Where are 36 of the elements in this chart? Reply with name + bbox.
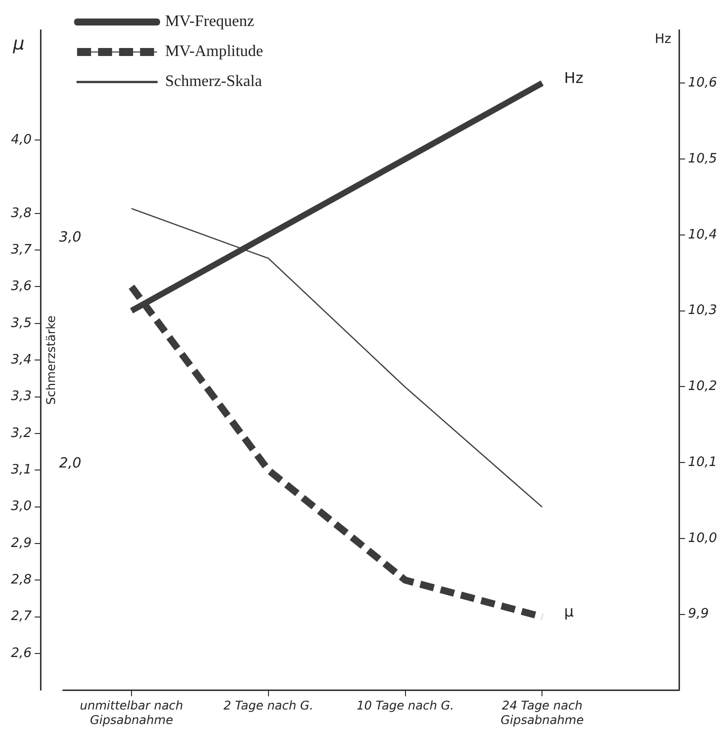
y-axis-title: μ bbox=[12, 34, 24, 55]
annotation: Hz bbox=[564, 69, 584, 88]
y-tick-label: 3,4 bbox=[10, 352, 32, 368]
y2-axis-title: Schmerzstärke bbox=[44, 315, 58, 405]
y3-tick-label: 10,2 bbox=[688, 379, 718, 394]
y2-tick-label: 3,0 bbox=[59, 230, 82, 246]
y-tick-label: 3,3 bbox=[10, 389, 32, 404]
y3-axis-title: Hz bbox=[654, 32, 672, 47]
x-tick-label: unmittelbar nach Gipsabnahme bbox=[80, 698, 184, 727]
legend-label: MV-Amplitude bbox=[165, 43, 264, 60]
y3-tick-label: 10,4 bbox=[688, 227, 718, 242]
y-tick-label: 3,1 bbox=[10, 462, 32, 478]
y-tick-label: 3,2 bbox=[10, 426, 32, 441]
x-tick-label: 24 Tage nach Gipsabnahme bbox=[500, 698, 584, 727]
annotation: μ bbox=[564, 602, 574, 621]
y3-tick-label: 9,9 bbox=[688, 606, 709, 622]
y3-tick-label: 10,0 bbox=[688, 530, 718, 546]
y-tick-label: 3,6 bbox=[10, 279, 32, 294]
y3-tick-label: 10,5 bbox=[688, 151, 718, 166]
legend-label: Schmerz-Skala bbox=[165, 73, 262, 90]
y2-tick-label: 2,0 bbox=[59, 456, 82, 472]
y3-tick-label: 10,6 bbox=[688, 75, 718, 90]
y-tick-label: 2,8 bbox=[10, 572, 32, 588]
y3-tick-label: 10,3 bbox=[688, 303, 718, 318]
x-tick-label: 2 Tage nach G. bbox=[224, 698, 314, 713]
y-tick-label: 3,8 bbox=[10, 206, 32, 221]
y-tick-label: 2,6 bbox=[10, 646, 32, 661]
legend-label: MV-Frequenz bbox=[165, 13, 254, 30]
y-tick-label: 3,5 bbox=[10, 316, 32, 331]
y-tick-label: 3,7 bbox=[10, 242, 32, 258]
x-tick-label: 10 Tage nach G. bbox=[356, 698, 454, 713]
y-tick-label: 4,0 bbox=[10, 132, 32, 148]
y-tick-label: 2,9 bbox=[10, 536, 32, 551]
y-tick-label: 2,7 bbox=[10, 609, 32, 624]
y-tick-label: 3,0 bbox=[10, 499, 32, 514]
y3-tick-label: 10,1 bbox=[688, 454, 718, 470]
